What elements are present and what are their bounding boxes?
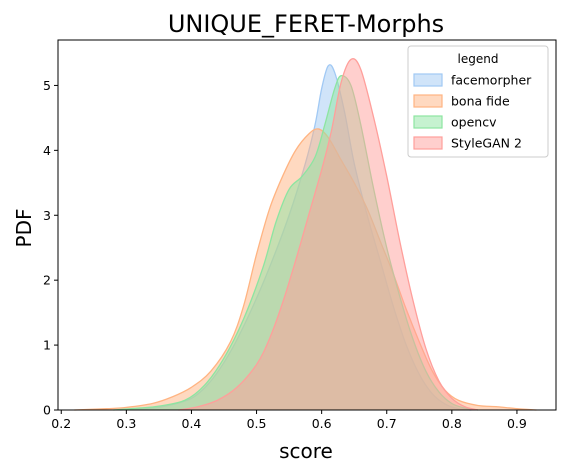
- legend-label-1: facemorpher: [451, 73, 532, 88]
- x-tick-label: 0.6: [312, 416, 332, 431]
- legend: legend facemorpher bona fide opencv StyleGA…: [407, 45, 549, 158]
- legend-items: facemorpher bona fide opencv StyleGAN 2: [413, 73, 532, 151]
- legend-label-2: bona fide: [451, 94, 510, 109]
- density-areas: [74, 58, 537, 411]
- x-tick-label: 0.4: [182, 416, 202, 431]
- density-line-4: [178, 58, 479, 411]
- y-tick-label: 5: [43, 78, 51, 93]
- x-axis-ticks: 0.2 0.3 0.4 0.5 0.6 0.7 0.8 0.9: [51, 410, 527, 431]
- x-tick-label: 0.9: [507, 416, 527, 431]
- y-axis-ticks: 0 1 2 3 4 5: [43, 78, 58, 418]
- legend-title: legend: [458, 52, 499, 66]
- x-axis-label: score: [279, 439, 333, 463]
- plot-frame: [57, 39, 557, 411]
- x-tick-label: 0.3: [116, 416, 136, 431]
- legend-swatch-1: [413, 73, 443, 87]
- chart-title: UNIQUE_FERET-Morphs: [168, 10, 444, 38]
- legend-label-3: opencv: [451, 115, 497, 130]
- x-tick-label: 0.8: [442, 416, 462, 431]
- legend-box: [407, 45, 549, 158]
- y-tick-label: 2: [43, 273, 51, 288]
- x-tick-label: 0.7: [377, 416, 397, 431]
- y-axis-label: PDF: [12, 209, 36, 248]
- density-area-4: [178, 58, 478, 411]
- legend-swatch-3: [413, 115, 443, 129]
- y-tick-label: 3: [43, 208, 51, 223]
- y-tick-label: 0: [43, 403, 51, 418]
- legend-label-4: StyleGAN 2: [451, 136, 522, 151]
- legend-swatch-2: [413, 94, 443, 108]
- x-tick-label: 0.2: [51, 416, 71, 431]
- y-tick-label: 1: [43, 338, 51, 353]
- y-tick-label: 4: [43, 143, 51, 158]
- x-tick-label: 0.5: [247, 416, 267, 431]
- legend-swatch-4: [413, 136, 443, 150]
